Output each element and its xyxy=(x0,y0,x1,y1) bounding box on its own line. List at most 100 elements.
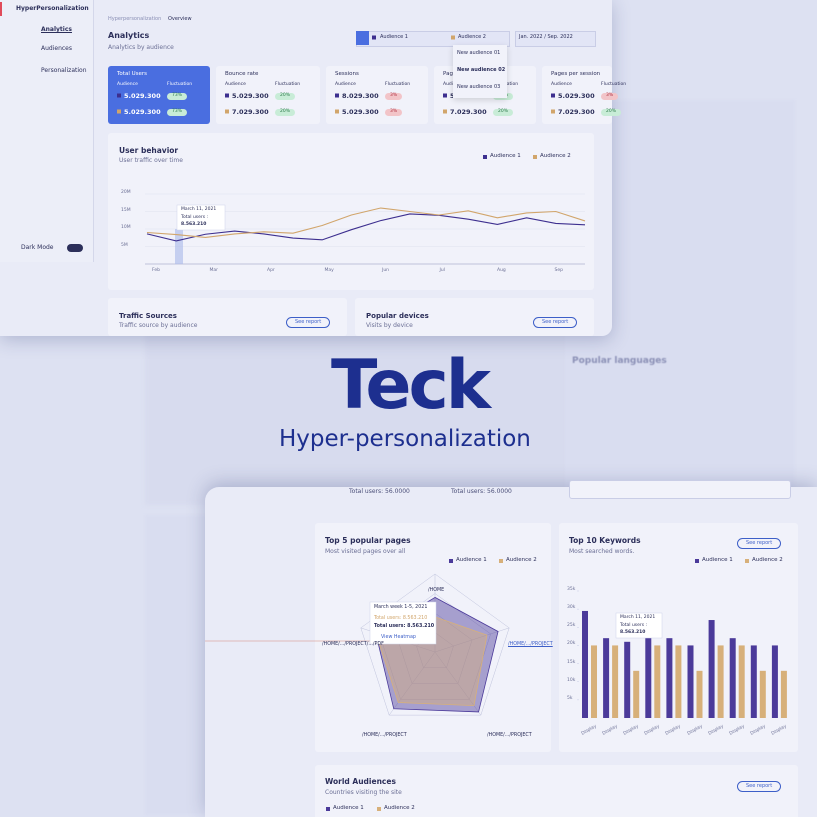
bar xyxy=(666,638,673,718)
kpi-card[interactable] xyxy=(216,66,320,124)
date-picker[interactable] xyxy=(515,31,596,47)
y-tick-label: 30k xyxy=(567,605,576,611)
swatch xyxy=(335,93,339,98)
label: Visits by device xyxy=(366,322,413,329)
filter-clear[interactable] xyxy=(356,31,369,45)
label: Most visited pages over all xyxy=(325,548,406,555)
kpi-badge: 73% xyxy=(167,109,188,116)
dropdown-item[interactable]: New audience 02 xyxy=(457,67,506,73)
y-tick-label: 25k xyxy=(567,623,576,629)
label: Audience xyxy=(551,82,572,87)
tagline: Hyper-personalization xyxy=(279,426,531,452)
legend-label: Audience 2 xyxy=(506,557,537,563)
swatch xyxy=(551,93,555,98)
toggle[interactable] xyxy=(67,244,83,252)
label: Fluctuation xyxy=(385,82,411,87)
kpi-badge: 3% xyxy=(385,93,403,100)
label: Total users: 56.0000 xyxy=(349,488,410,495)
y-tick-label: 15k xyxy=(567,659,576,665)
kpi-title: Pages xyxy=(443,71,460,77)
kpi-badge: 20% xyxy=(275,109,296,116)
y-tick-label: 15M xyxy=(121,207,131,213)
legend-swatch xyxy=(449,559,453,563)
legend-swatch xyxy=(483,155,487,159)
title: Popular devices xyxy=(366,312,429,320)
bg-title: Popular languages xyxy=(572,356,667,366)
legend-swatch xyxy=(745,559,749,563)
dropdown-item[interactable]: New audience 01 xyxy=(457,50,501,56)
x-tick-label: Aug xyxy=(497,268,506,273)
axis-label: /HOME/.../PROJECT xyxy=(362,733,407,738)
button[interactable]: See report xyxy=(286,317,331,328)
title: World Audiences xyxy=(325,777,396,786)
axis-label: /HOME/.../PROJECT/.../PDF xyxy=(322,642,384,647)
bar xyxy=(591,645,597,718)
kpi-value: 5.029.300 xyxy=(124,108,161,116)
kpi-badge: 3% xyxy=(385,109,403,116)
x-tick-label: Jun xyxy=(382,268,390,273)
title: User behavior xyxy=(119,146,179,155)
kpi-value: 7.029.300 xyxy=(232,108,269,116)
bar xyxy=(687,645,694,718)
x-tick-label: Feb xyxy=(152,268,160,273)
x-tick-label: Mar xyxy=(209,268,219,273)
kpi-card[interactable] xyxy=(326,66,428,124)
button[interactable]: See report xyxy=(737,538,782,549)
bar xyxy=(603,638,610,718)
hover-band xyxy=(175,229,183,264)
kpi-title: Total Users xyxy=(117,71,147,77)
active-marker xyxy=(0,2,2,16)
kpi-badge: 20% xyxy=(275,93,296,100)
tooltip-text: Total users: 8.563.210 xyxy=(374,616,428,621)
link[interactable]: View Heatmap xyxy=(381,635,416,640)
brand: HyperPersonalization xyxy=(16,5,89,12)
tooltip xyxy=(176,204,226,231)
axis-label: /HOME xyxy=(428,588,445,593)
label: Total users: 56.0000 xyxy=(451,488,512,495)
bar xyxy=(738,645,745,718)
title: Top 5 popular pages xyxy=(325,536,411,545)
kpi-card[interactable] xyxy=(108,66,210,124)
label: Analytics by audience xyxy=(108,44,174,51)
bar xyxy=(780,670,787,718)
axis-label: /HOME/.../PROJECT xyxy=(508,642,553,647)
y-tick-label: 10M xyxy=(121,225,131,230)
title: Analytics xyxy=(108,31,150,40)
brand: Teck xyxy=(331,346,491,425)
button[interactable]: See report xyxy=(737,781,782,792)
y-tick-label: 5M xyxy=(121,242,128,248)
bar xyxy=(645,614,652,718)
x-tick-label: Jul xyxy=(439,268,445,273)
nav-item: Analytics xyxy=(41,26,72,33)
swatch xyxy=(225,93,229,98)
label: Audience xyxy=(335,82,356,87)
label: Most searched words. xyxy=(569,548,635,555)
tooltip-text: 8.563.210 xyxy=(181,222,207,227)
swatch xyxy=(443,109,447,114)
legend-swatch xyxy=(326,807,330,811)
swatch xyxy=(372,35,376,40)
swatch xyxy=(451,35,455,40)
line xyxy=(146,207,586,238)
tooltip-text: Total users: 8.563.210 xyxy=(374,624,435,629)
y-tick-label: 5k xyxy=(567,695,573,701)
legend-label: Audience 1 xyxy=(490,153,521,159)
title: Top 10 Keywords xyxy=(569,536,641,545)
kpi-badge: 73% xyxy=(167,93,188,100)
axis-label: /HOME/.../PROJECT xyxy=(487,733,532,738)
bar xyxy=(624,641,631,718)
kpi-title: Bounce rate xyxy=(225,71,259,77)
kpi-value: 5.029.300 xyxy=(558,92,595,100)
legend-swatch xyxy=(377,807,381,811)
y-tick-label: 20k xyxy=(567,641,576,647)
x-tick-label: May xyxy=(324,268,334,273)
button[interactable]: See report xyxy=(533,317,578,328)
dropdown-item[interactable]: New audience 03 xyxy=(457,84,501,90)
legend-label: Audience 2 xyxy=(384,805,415,811)
radar-spoke xyxy=(434,627,510,653)
tooltip-text: March week 1-5, 2021 xyxy=(374,605,428,610)
legend-swatch xyxy=(695,559,699,563)
kpi-value: 8.029.300 xyxy=(342,92,379,100)
